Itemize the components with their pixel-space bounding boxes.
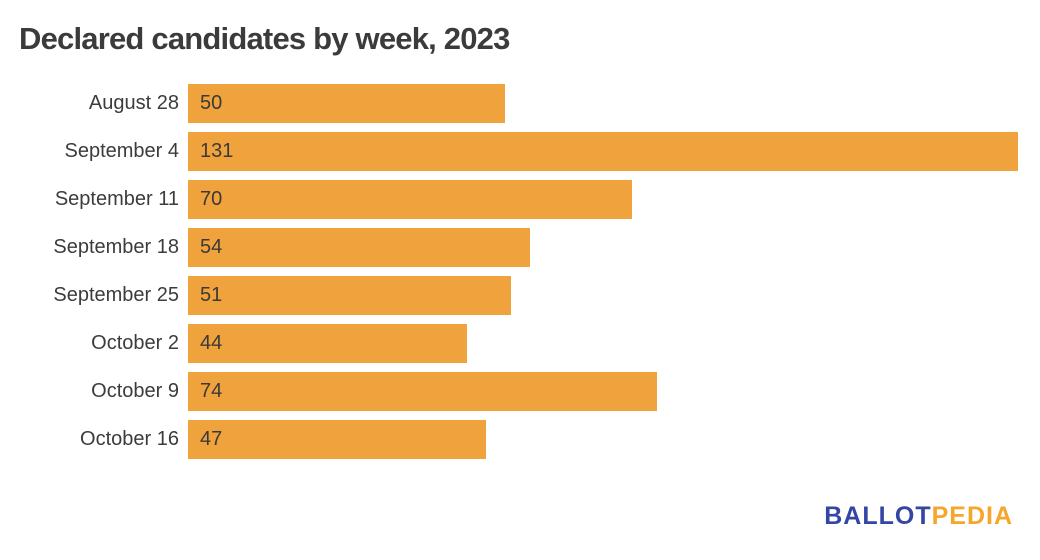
chart-title: Declared candidates by week, 2023 xyxy=(19,21,510,56)
category-label: September 4 xyxy=(64,139,179,162)
bar: 50 xyxy=(188,83,505,123)
value-label: 50 xyxy=(200,91,223,114)
bar-row: October 16 47 xyxy=(0,415,1040,463)
category-label: September 18 xyxy=(53,235,179,258)
value-label: 74 xyxy=(200,379,223,402)
category-label: September 11 xyxy=(54,187,179,210)
logo-text-pedia: PEDIA xyxy=(931,502,1013,530)
bar: 51 xyxy=(188,275,511,315)
bar-row: October 9 74 xyxy=(0,367,1040,415)
category-label: October 16 xyxy=(80,427,179,450)
bar-row: August 28 50 xyxy=(0,79,1040,127)
bar: 47 xyxy=(188,419,486,459)
bar-row: October 2 44 xyxy=(0,319,1040,367)
value-label: 44 xyxy=(200,331,223,354)
bar: 70 xyxy=(188,179,632,219)
category-label: September 25 xyxy=(53,283,179,306)
bar: 131 xyxy=(188,131,1018,171)
category-label: October 2 xyxy=(91,331,179,354)
bar: 54 xyxy=(188,227,530,267)
value-label: 51 xyxy=(200,283,223,306)
logo-text-ballot: BALLOT xyxy=(824,502,932,530)
category-label: October 9 xyxy=(91,379,179,402)
value-label: 70 xyxy=(200,187,223,210)
bar-row: September 4 131 xyxy=(0,127,1040,175)
bar-row: September 11 70 xyxy=(0,175,1040,223)
bar-rows: August 28 50 September 4 131 September 11 70 S… xyxy=(0,79,1040,463)
bar: 74 xyxy=(188,371,657,411)
bar-row: September 18 54 xyxy=(0,223,1040,271)
bar-row: September 25 51 xyxy=(0,271,1040,319)
ballotpedia-logo: BALLOTPEDIA xyxy=(824,502,1013,531)
bar: 44 xyxy=(188,323,467,363)
value-label: 54 xyxy=(200,235,223,258)
value-label: 47 xyxy=(200,427,223,450)
value-label: 131 xyxy=(200,139,234,162)
category-label: August 28 xyxy=(88,91,179,114)
